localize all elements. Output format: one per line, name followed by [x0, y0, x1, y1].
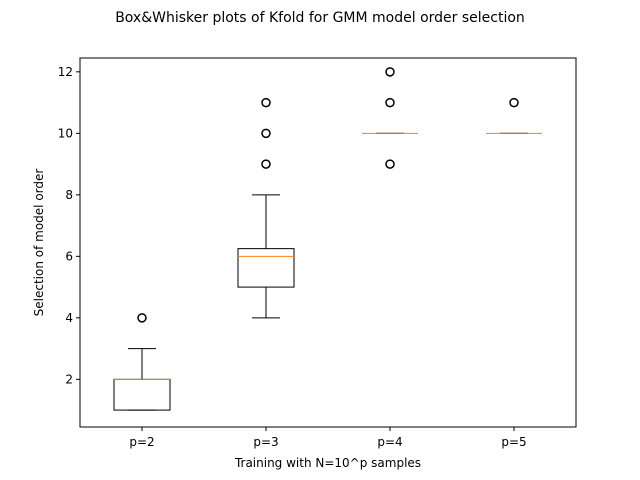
box-group	[486, 97, 542, 134]
y-tick-label: 10	[58, 126, 73, 140]
outlier-point	[261, 97, 271, 108]
outlier-point	[261, 128, 271, 139]
box-group	[237, 97, 295, 319]
y-axis-label: Selection of model order	[32, 169, 46, 317]
x-axis-label: Training with N=10^p samples	[234, 456, 421, 470]
x-tick-label: p=3	[253, 435, 278, 449]
box-group	[113, 313, 171, 411]
y-tick-label: 12	[58, 65, 73, 79]
x-axis: p=2 p=3 p=4 p=5	[129, 427, 527, 449]
outlier-point	[385, 159, 395, 169]
x-tick-label: p=2	[129, 435, 154, 449]
outlier-point	[509, 97, 519, 108]
y-tick-label: 6	[65, 249, 73, 263]
outlier-point	[385, 67, 395, 77]
y-tick-label: 2	[65, 372, 73, 386]
y-axis: 2 4 6 8 10 12	[58, 65, 80, 386]
y-tick-label: 8	[65, 188, 73, 202]
box-iqr	[237, 248, 295, 288]
boxes	[113, 67, 542, 411]
plot-area-frame	[79, 57, 577, 428]
chart-title: Box&Whisker plots of Kfold for GMM model…	[115, 10, 525, 26]
x-tick-label: p=4	[377, 435, 402, 449]
box-group	[362, 67, 418, 169]
outlier-point	[385, 97, 395, 108]
box-iqr	[113, 378, 171, 411]
y-tick-label: 4	[65, 311, 73, 325]
outlier-point	[261, 159, 271, 169]
outlier-point	[137, 313, 147, 323]
x-tick-label: p=5	[501, 435, 526, 449]
